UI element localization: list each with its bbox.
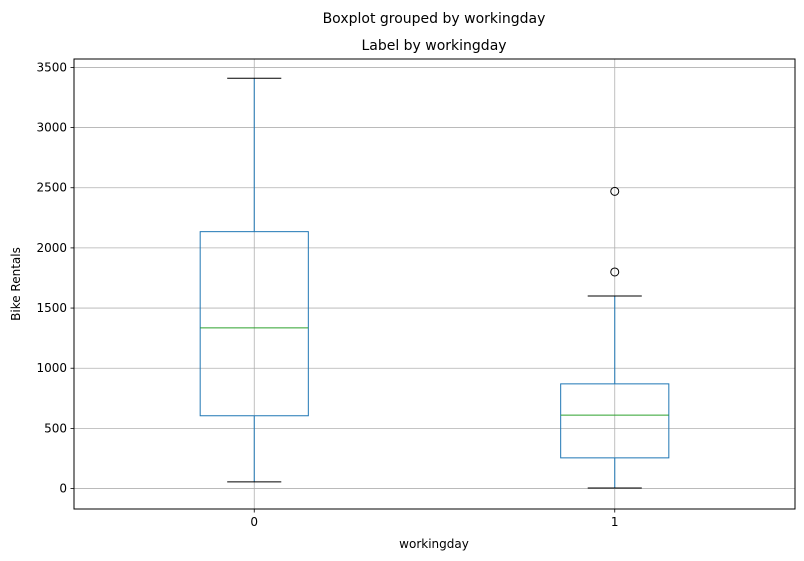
x-tick-label: 1 [611,515,619,529]
box-iqr [199,231,309,417]
y-tick-label: 1500 [36,301,67,315]
grid-layer [74,59,795,509]
y-tick-label: 1000 [36,361,67,375]
y-tick-label: 0 [59,482,67,496]
outlier-point [610,186,620,196]
box-iqr [560,383,670,459]
x-tick-label: 0 [250,515,258,529]
y-tick-label: 500 [44,421,67,435]
box-layer [199,77,670,489]
y-tick-label: 3500 [36,60,67,74]
y-tick-label: 3000 [36,121,67,135]
y-tick-label: 2500 [36,181,67,195]
chart-title: Label by workingday [361,38,506,54]
chart-suptitle: Boxplot grouped by workingday [323,11,546,27]
plot-frame [73,58,796,510]
x-axis-label: workingday [399,537,469,551]
y-tick-label: 2000 [36,241,67,255]
outlier-point [610,267,620,277]
y-axis-label: Bike Rentals [9,247,23,321]
tick-layer: 0 500 1000 1500 2000 2500 3000 3500 0 1 [36,60,618,529]
